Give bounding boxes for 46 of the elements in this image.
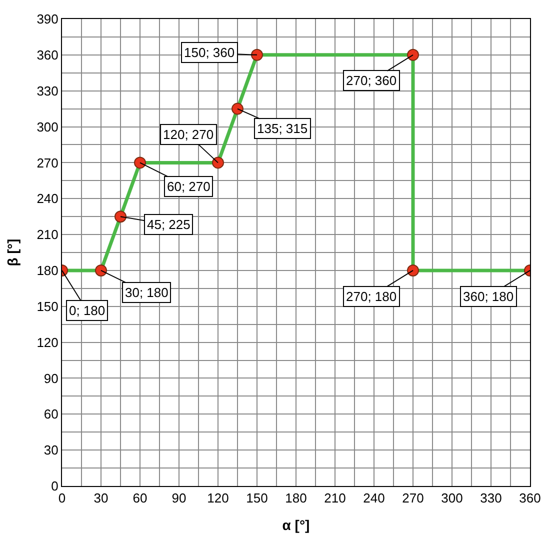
y-axis-title: β [°]	[4, 238, 20, 266]
data-label: 360; 180	[463, 289, 514, 304]
y-tick-label: 300	[36, 119, 58, 134]
x-tick-label: 150	[246, 490, 268, 506]
x-axis-title: α [°]	[282, 516, 310, 533]
y-tick-label: 360	[36, 47, 58, 62]
x-tick-label: 360	[519, 490, 541, 506]
y-tick-label: 210	[36, 227, 58, 242]
y-tick-label: 270	[36, 155, 58, 170]
data-label: 270; 180	[346, 289, 397, 304]
x-tick-label: 90	[172, 490, 186, 506]
x-tick-label: 120	[207, 490, 229, 506]
y-tick-label: 60	[44, 406, 58, 422]
x-tick-label: 300	[441, 490, 463, 506]
data-label: 150; 360	[184, 45, 235, 60]
y-tick-label: 390	[36, 12, 58, 27]
y-tick-label: 240	[36, 191, 58, 206]
y-tick-label: 150	[36, 298, 58, 314]
data-label: 0; 180	[69, 303, 106, 318]
x-tick-label: 240	[363, 490, 385, 506]
x-tick-label: 210	[324, 490, 346, 506]
data-label: 30; 180	[125, 285, 168, 300]
data-label: 120; 270	[163, 127, 214, 142]
point	[134, 156, 146, 169]
point	[407, 48, 419, 61]
data-label: 45; 225	[147, 217, 190, 232]
y-tick-label: 120	[36, 334, 58, 350]
x-tick-label: 30	[94, 490, 108, 506]
y-tick-label: 30	[44, 442, 58, 458]
data-label: 270; 360	[346, 73, 397, 88]
point	[407, 264, 419, 276]
y-tick-label: 0	[51, 478, 58, 494]
x-tick-label: 180	[285, 490, 307, 506]
y-tick-label: 330	[36, 83, 58, 98]
y-tick-label: 90	[44, 370, 58, 386]
x-tick-label: 60	[132, 490, 148, 506]
point	[114, 210, 126, 223]
point	[95, 264, 107, 276]
data-label: 60; 270	[167, 179, 210, 194]
x-tick-label: 270	[402, 490, 424, 506]
point	[251, 48, 263, 61]
data-label: 135; 315	[257, 121, 308, 136]
point	[212, 156, 224, 169]
y-tick-label: 180	[36, 263, 58, 278]
point	[232, 102, 244, 115]
x-tick-label: 330	[480, 490, 502, 506]
